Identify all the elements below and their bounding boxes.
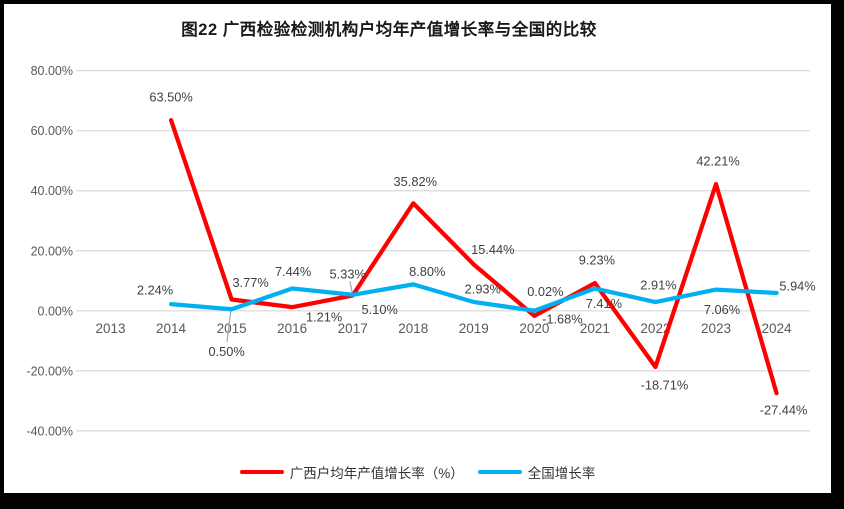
data-label: 9.23% <box>579 253 615 268</box>
data-label: 5.33% <box>330 266 366 281</box>
data-label: 2.91% <box>640 278 676 293</box>
data-label: 2.24% <box>137 283 173 298</box>
legend-item-guangxi: 广西户均年产值增长率（%） <box>239 462 464 482</box>
data-label: 1.21% <box>306 310 342 325</box>
label-leader-line <box>226 308 232 343</box>
data-label: -18.71% <box>641 377 689 392</box>
y-tick-label: 20.00% <box>31 244 73 258</box>
chart-title: 图22 广西检验检测机构户均年产值增长率与全国的比较 <box>181 21 597 39</box>
legend-label-guangxi: 广西户均年产值增长率（%） <box>289 466 464 481</box>
data-label: -1.68% <box>542 311 583 326</box>
legend-line-swatch-blue <box>477 469 522 475</box>
y-tick-label: -20.00% <box>26 364 73 378</box>
y-tick-label: 80.00% <box>31 64 73 78</box>
x-tick-label: 2016 <box>277 321 307 336</box>
data-label: 2.93% <box>465 282 501 297</box>
y-tick-label: -40.00% <box>26 424 73 438</box>
data-label: -27.44% <box>760 403 808 418</box>
data-label: 7.41% <box>586 296 622 311</box>
legend-label-national: 全国增长率 <box>527 466 596 481</box>
data-label: 15.44% <box>471 242 514 257</box>
data-label: 0.50% <box>208 344 244 359</box>
x-tick-label: 2014 <box>156 321 187 336</box>
series-line-0 <box>168 118 779 396</box>
x-tick-label: 2022 <box>640 321 670 336</box>
chart-legend: 广西户均年产值增长率（%） 全国增长率 <box>4 462 831 482</box>
x-tick-label: 2017 <box>338 321 368 336</box>
data-label: 3.77% <box>232 275 268 290</box>
x-tick-label: 2018 <box>398 321 428 336</box>
series-line-1 <box>168 282 779 313</box>
data-label: 0.02% <box>527 284 563 299</box>
label-leader-line <box>349 280 353 293</box>
data-label: 5.94% <box>779 278 815 293</box>
x-tick-label: 2023 <box>701 321 731 336</box>
legend-line-swatch-red <box>239 469 284 475</box>
data-label: 5.10% <box>362 302 398 317</box>
data-label: 8.80% <box>409 264 445 279</box>
y-tick-label: 0.00% <box>38 304 73 318</box>
data-label: 7.44% <box>275 264 311 279</box>
y-tick-label: 60.00% <box>31 124 73 138</box>
x-tick-label: 2013 <box>95 321 125 336</box>
x-tick-label: 2020 <box>519 321 549 336</box>
x-tick-label: 2015 <box>217 321 247 336</box>
x-tick-label: 2021 <box>580 321 610 336</box>
x-tick-label: 2024 <box>762 321 793 336</box>
y-tick-label: 40.00% <box>31 184 73 198</box>
data-label: 7.06% <box>704 302 740 317</box>
legend-item-national: 全国增长率 <box>477 462 596 482</box>
data-label: 63.50% <box>149 90 192 105</box>
data-label: 35.82% <box>394 174 437 189</box>
data-label: 42.21% <box>696 154 739 169</box>
x-tick-label: 2019 <box>459 321 489 336</box>
